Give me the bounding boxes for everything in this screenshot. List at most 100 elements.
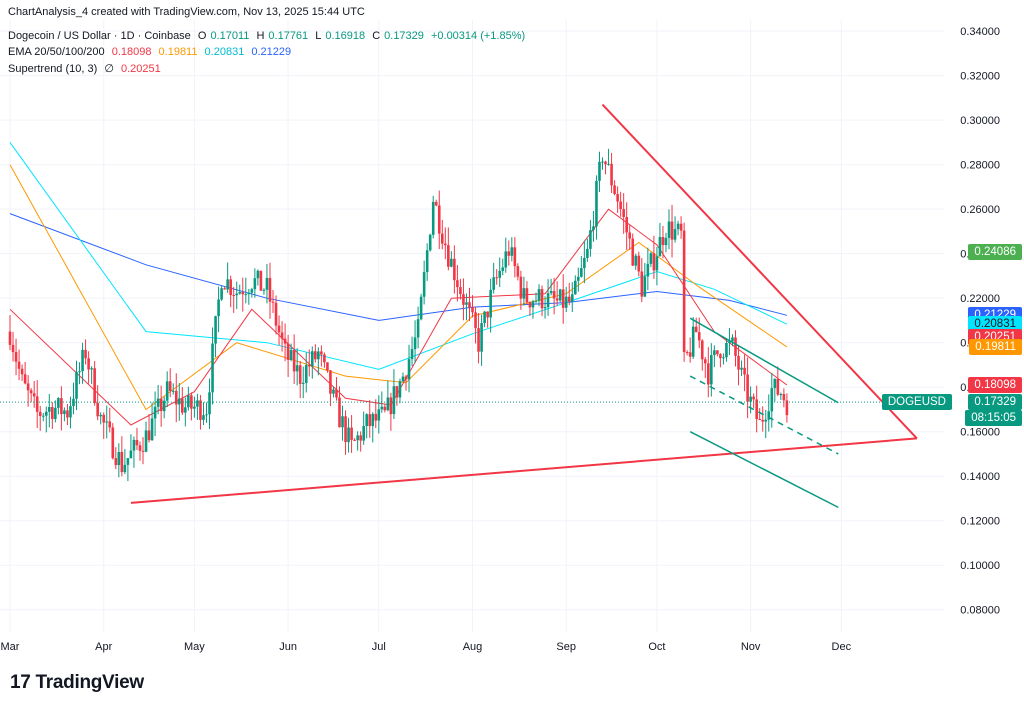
candle-body [619, 201, 622, 210]
candle-body [147, 430, 151, 441]
y-tick-label: 0.30000 [960, 115, 1000, 127]
x-tick-label: May [184, 641, 205, 653]
candle-body [159, 398, 163, 412]
candle-body [232, 295, 235, 297]
candle-body [217, 299, 220, 317]
candle-body [44, 411, 48, 416]
candle-body [123, 464, 127, 473]
candle-body [307, 365, 311, 367]
candle-body [226, 279, 229, 290]
price-tag: 0.19811 [969, 338, 1022, 355]
candle-body [465, 302, 468, 305]
candle-body [459, 287, 462, 295]
candle-body [440, 233, 444, 244]
candle-body [543, 307, 547, 309]
candle-body [676, 223, 680, 230]
candle-body [740, 367, 743, 370]
candle-body [153, 406, 157, 419]
candle-body [47, 407, 51, 412]
candle-body [746, 374, 749, 402]
candle-body [534, 300, 538, 302]
candle-body [171, 390, 175, 392]
candle-body [320, 351, 323, 355]
price-tag: 0.24086 [968, 243, 1022, 260]
pattern-annotations [0, 103, 944, 509]
candle-body [41, 415, 45, 417]
candle-body [483, 311, 486, 324]
symbol-tag: DOGEUSD [881, 394, 952, 411]
candle-body [362, 426, 365, 441]
candle-body [235, 293, 239, 296]
candle-body [38, 411, 42, 416]
candle-body [132, 439, 136, 451]
candle-body [640, 271, 644, 297]
candle-body [66, 410, 69, 418]
x-tick-label: Mar [1, 641, 20, 653]
candle-body [395, 386, 399, 398]
candle-body [286, 343, 290, 360]
candle-body [646, 263, 650, 277]
candle-body [60, 398, 63, 415]
candle-body [265, 277, 269, 290]
candle-body [377, 409, 381, 421]
candle-body [365, 414, 369, 427]
candle-body [682, 230, 686, 352]
candle-body [431, 201, 435, 235]
candle-body [743, 367, 746, 375]
candle-body [776, 379, 780, 395]
candle-body [661, 236, 665, 246]
candle-body [637, 255, 641, 272]
candle-body [78, 371, 81, 373]
candle-body [492, 277, 495, 290]
channel_mid-line [689, 375, 839, 455]
ema-lines [9, 142, 788, 426]
candle-body [755, 399, 758, 420]
candle-body [489, 289, 492, 318]
ema20-line [9, 208, 788, 426]
candle-body [634, 255, 638, 266]
chart-grid [0, 20, 944, 632]
candle-body [135, 439, 139, 446]
candle-body [434, 201, 438, 206]
candle-body [165, 381, 169, 401]
candle-body [359, 435, 362, 441]
x-tick-label: Oct [648, 641, 665, 653]
candle-body [117, 451, 121, 466]
candle-body [332, 389, 335, 394]
candle-body [691, 326, 695, 357]
candle-body [428, 234, 432, 251]
candle-body [292, 350, 296, 372]
ema-legend: EMA 20/50/100/200 0.18098 0.19811 0.2083… [8, 46, 292, 58]
candle-body [413, 337, 417, 350]
candle-body [389, 397, 393, 415]
candle-body [658, 236, 662, 257]
candle-body [573, 280, 577, 295]
candle-body [253, 278, 257, 290]
candle-body [700, 340, 704, 360]
candle-body [607, 163, 610, 165]
candle-body [20, 368, 24, 375]
candle-body [522, 288, 526, 299]
candle-body [329, 370, 332, 394]
candle-body [190, 395, 193, 409]
candle-body [425, 250, 429, 273]
candle-body [220, 288, 223, 300]
candle-body [407, 359, 411, 380]
candle-body [652, 253, 656, 271]
candle-body [725, 343, 728, 358]
candle-body [667, 221, 671, 238]
candle-body [419, 296, 423, 320]
candle-body [592, 226, 595, 231]
candle-body [767, 411, 771, 420]
candle-body [14, 352, 18, 362]
x-tick-label: Dec [832, 641, 852, 653]
candle-body [583, 257, 586, 269]
candle-body [69, 406, 72, 418]
candle-body [685, 351, 689, 353]
trendline-line [601, 103, 918, 440]
candle-body [356, 435, 359, 441]
candle-body [26, 383, 30, 391]
candle-body [422, 272, 426, 297]
candle-body [81, 349, 84, 372]
